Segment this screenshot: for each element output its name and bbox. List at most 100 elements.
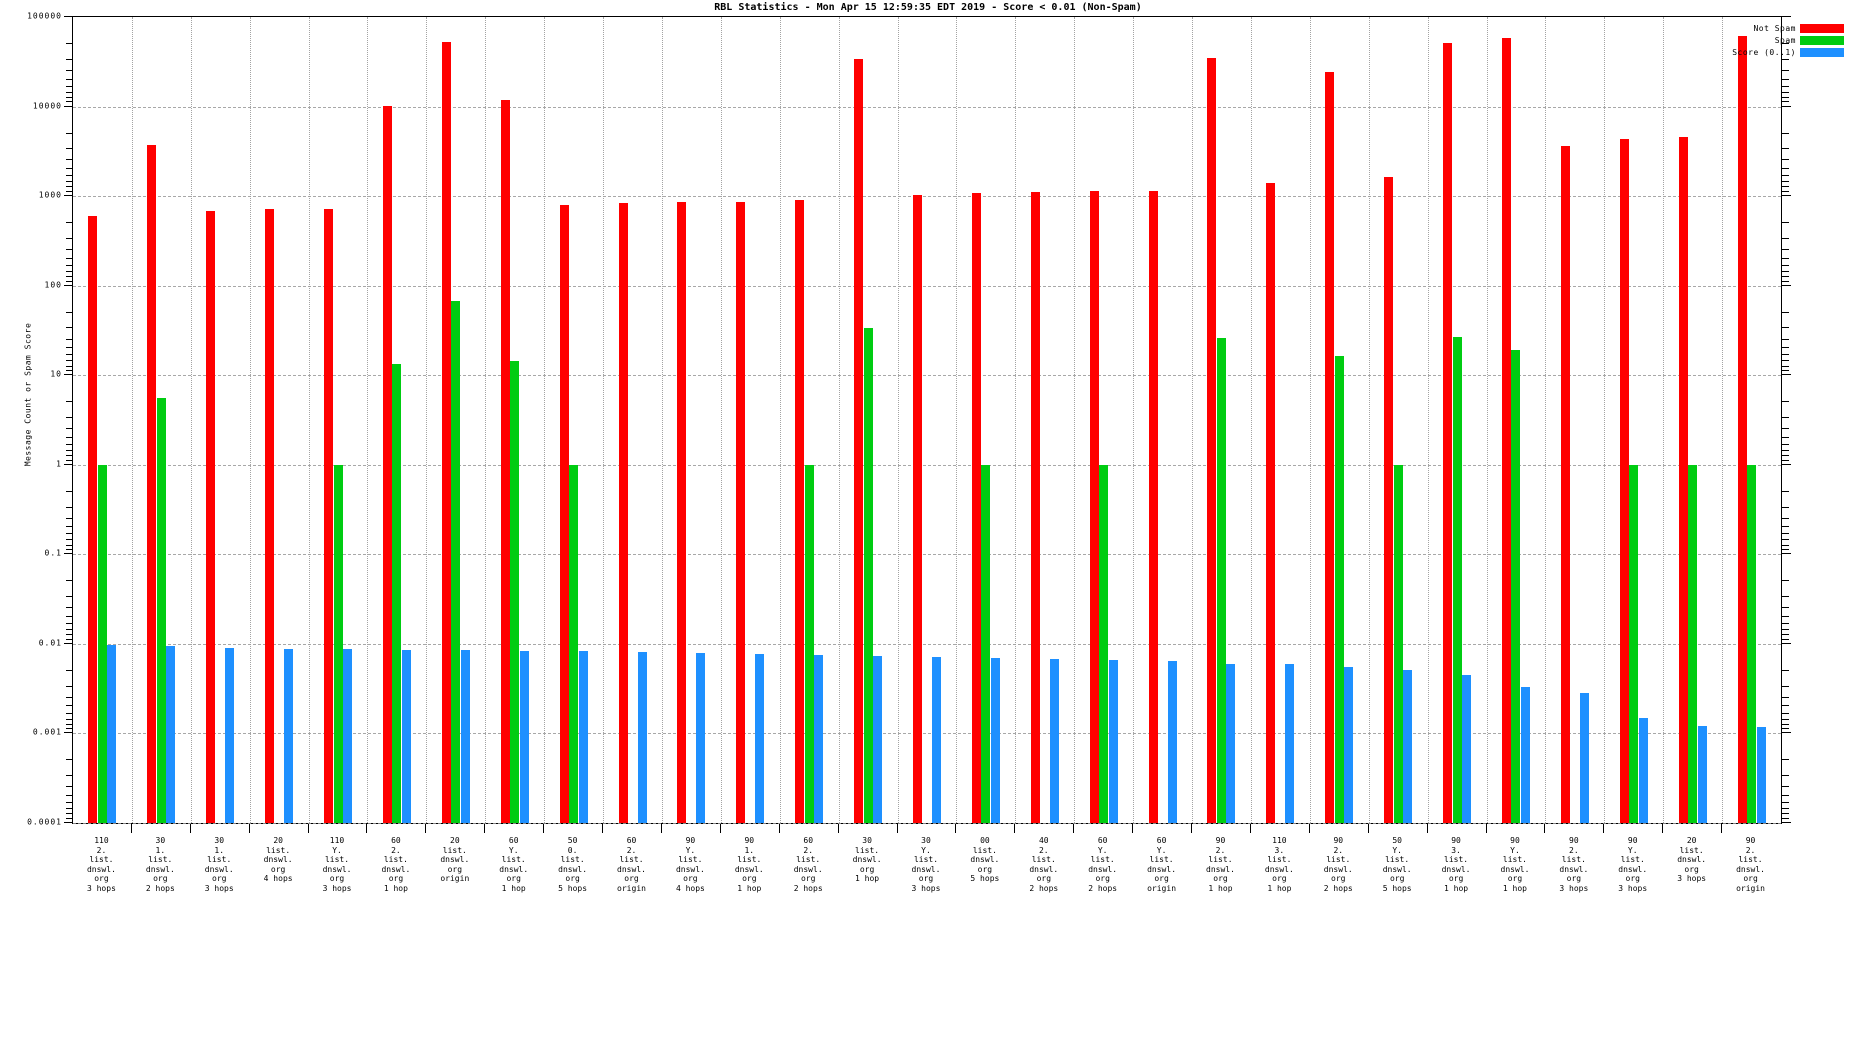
bar-not-spam[interactable] bbox=[618, 202, 628, 823]
bar-score[interactable] bbox=[696, 653, 706, 823]
bar-group[interactable] bbox=[1089, 17, 1118, 823]
bar-not-spam[interactable] bbox=[1560, 145, 1570, 823]
bar-spam[interactable] bbox=[804, 464, 814, 823]
bar-group[interactable] bbox=[1266, 17, 1295, 823]
bar-score[interactable] bbox=[1638, 718, 1648, 823]
bar-not-spam[interactable] bbox=[1678, 136, 1688, 823]
bar-not-spam[interactable] bbox=[324, 209, 334, 823]
bar-not-spam[interactable] bbox=[88, 215, 98, 823]
bar-spam[interactable] bbox=[569, 464, 579, 823]
bar-group[interactable] bbox=[1560, 17, 1589, 823]
bar-group[interactable] bbox=[1501, 17, 1530, 823]
bar-score[interactable] bbox=[578, 651, 588, 823]
bar-group[interactable] bbox=[1737, 17, 1766, 823]
bar-score[interactable] bbox=[1520, 687, 1530, 823]
bar-spam[interactable] bbox=[1393, 464, 1403, 823]
bar-group[interactable] bbox=[206, 17, 235, 823]
bar-score[interactable] bbox=[401, 650, 411, 823]
bar-not-spam[interactable] bbox=[1089, 191, 1099, 823]
bar-group[interactable] bbox=[971, 17, 1000, 823]
bar-score[interactable] bbox=[1285, 664, 1295, 823]
bar-not-spam[interactable] bbox=[677, 201, 687, 823]
bar-group[interactable] bbox=[147, 17, 176, 823]
bar-score[interactable] bbox=[343, 649, 353, 823]
bar-not-spam[interactable] bbox=[559, 204, 569, 823]
bar-score[interactable] bbox=[814, 655, 824, 823]
bar-score[interactable] bbox=[990, 658, 1000, 823]
bar-score[interactable] bbox=[1344, 667, 1354, 823]
bar-spam[interactable] bbox=[1629, 464, 1639, 823]
bar-group[interactable] bbox=[1030, 17, 1059, 823]
bar-spam[interactable] bbox=[333, 464, 343, 823]
bar-not-spam[interactable] bbox=[736, 201, 746, 823]
bar-group[interactable] bbox=[88, 17, 117, 823]
bar-group[interactable] bbox=[1678, 17, 1707, 823]
bar-not-spam[interactable] bbox=[1207, 57, 1217, 823]
bar-score[interactable] bbox=[1697, 725, 1707, 823]
bar-not-spam[interactable] bbox=[795, 200, 805, 823]
bar-group[interactable] bbox=[1148, 17, 1177, 823]
bar-score[interactable] bbox=[1403, 670, 1413, 823]
bar-group[interactable] bbox=[677, 17, 706, 823]
bar-not-spam[interactable] bbox=[1325, 71, 1335, 823]
bar-not-spam[interactable] bbox=[1030, 192, 1040, 823]
bar-not-spam[interactable] bbox=[441, 42, 451, 823]
bar-not-spam[interactable] bbox=[1501, 38, 1511, 823]
bar-not-spam[interactable] bbox=[1148, 191, 1158, 823]
bar-score[interactable] bbox=[1579, 693, 1589, 823]
bar-score[interactable] bbox=[1462, 674, 1472, 823]
bar-not-spam[interactable] bbox=[1266, 183, 1276, 823]
bar-score[interactable] bbox=[284, 648, 294, 823]
bar-group[interactable] bbox=[913, 17, 941, 823]
bar-group[interactable] bbox=[618, 17, 647, 823]
bar-score[interactable] bbox=[637, 652, 647, 823]
bar-score[interactable] bbox=[107, 645, 117, 823]
bar-spam[interactable] bbox=[97, 464, 107, 823]
bar-not-spam[interactable] bbox=[971, 193, 981, 823]
bar-not-spam[interactable] bbox=[265, 209, 275, 823]
bar-spam[interactable] bbox=[1334, 355, 1344, 823]
bar-score[interactable] bbox=[166, 646, 176, 823]
bar-spam[interactable] bbox=[1511, 350, 1521, 823]
bar-group[interactable] bbox=[324, 17, 353, 823]
bar-group[interactable] bbox=[736, 17, 765, 823]
bar-not-spam[interactable] bbox=[147, 145, 157, 823]
bar-score[interactable] bbox=[460, 650, 470, 823]
bar-spam[interactable] bbox=[1099, 464, 1109, 823]
bar-spam[interactable] bbox=[863, 327, 873, 823]
bar-score[interactable] bbox=[1226, 663, 1236, 823]
bar-group[interactable] bbox=[795, 17, 824, 823]
bar-not-spam[interactable] bbox=[1737, 35, 1747, 823]
bar-group[interactable] bbox=[1207, 17, 1236, 823]
bar-spam[interactable] bbox=[1688, 464, 1698, 823]
bar-group[interactable] bbox=[1384, 17, 1413, 823]
bar-not-spam[interactable] bbox=[1443, 43, 1453, 823]
bar-spam[interactable] bbox=[981, 464, 991, 823]
bar-score[interactable] bbox=[932, 657, 941, 823]
bar-score[interactable] bbox=[1049, 659, 1059, 823]
bar-score[interactable] bbox=[755, 654, 765, 823]
bar-group[interactable] bbox=[1443, 17, 1472, 823]
bar-not-spam[interactable] bbox=[1384, 176, 1394, 823]
bar-spam[interactable] bbox=[1747, 464, 1757, 823]
bar-group[interactable] bbox=[559, 17, 588, 823]
bar-group[interactable] bbox=[1619, 17, 1648, 823]
bar-score[interactable] bbox=[519, 650, 529, 823]
bar-score[interactable] bbox=[1167, 660, 1177, 823]
bar-group[interactable] bbox=[382, 17, 411, 823]
bar-score[interactable] bbox=[225, 647, 235, 823]
bar-score[interactable] bbox=[1756, 727, 1766, 823]
bar-group[interactable] bbox=[265, 17, 294, 823]
bar-group[interactable] bbox=[1325, 17, 1354, 823]
bar-group[interactable] bbox=[500, 17, 529, 823]
bar-not-spam[interactable] bbox=[913, 194, 922, 823]
bar-score[interactable] bbox=[873, 656, 883, 823]
bar-not-spam[interactable] bbox=[206, 211, 216, 823]
bar-score[interactable] bbox=[1108, 660, 1118, 823]
bar-not-spam[interactable] bbox=[500, 100, 510, 823]
bar-spam[interactable] bbox=[1452, 336, 1462, 823]
bar-group[interactable] bbox=[441, 17, 470, 823]
bar-spam[interactable] bbox=[156, 397, 166, 823]
bar-not-spam[interactable] bbox=[1619, 139, 1629, 823]
bar-spam[interactable] bbox=[510, 360, 520, 823]
